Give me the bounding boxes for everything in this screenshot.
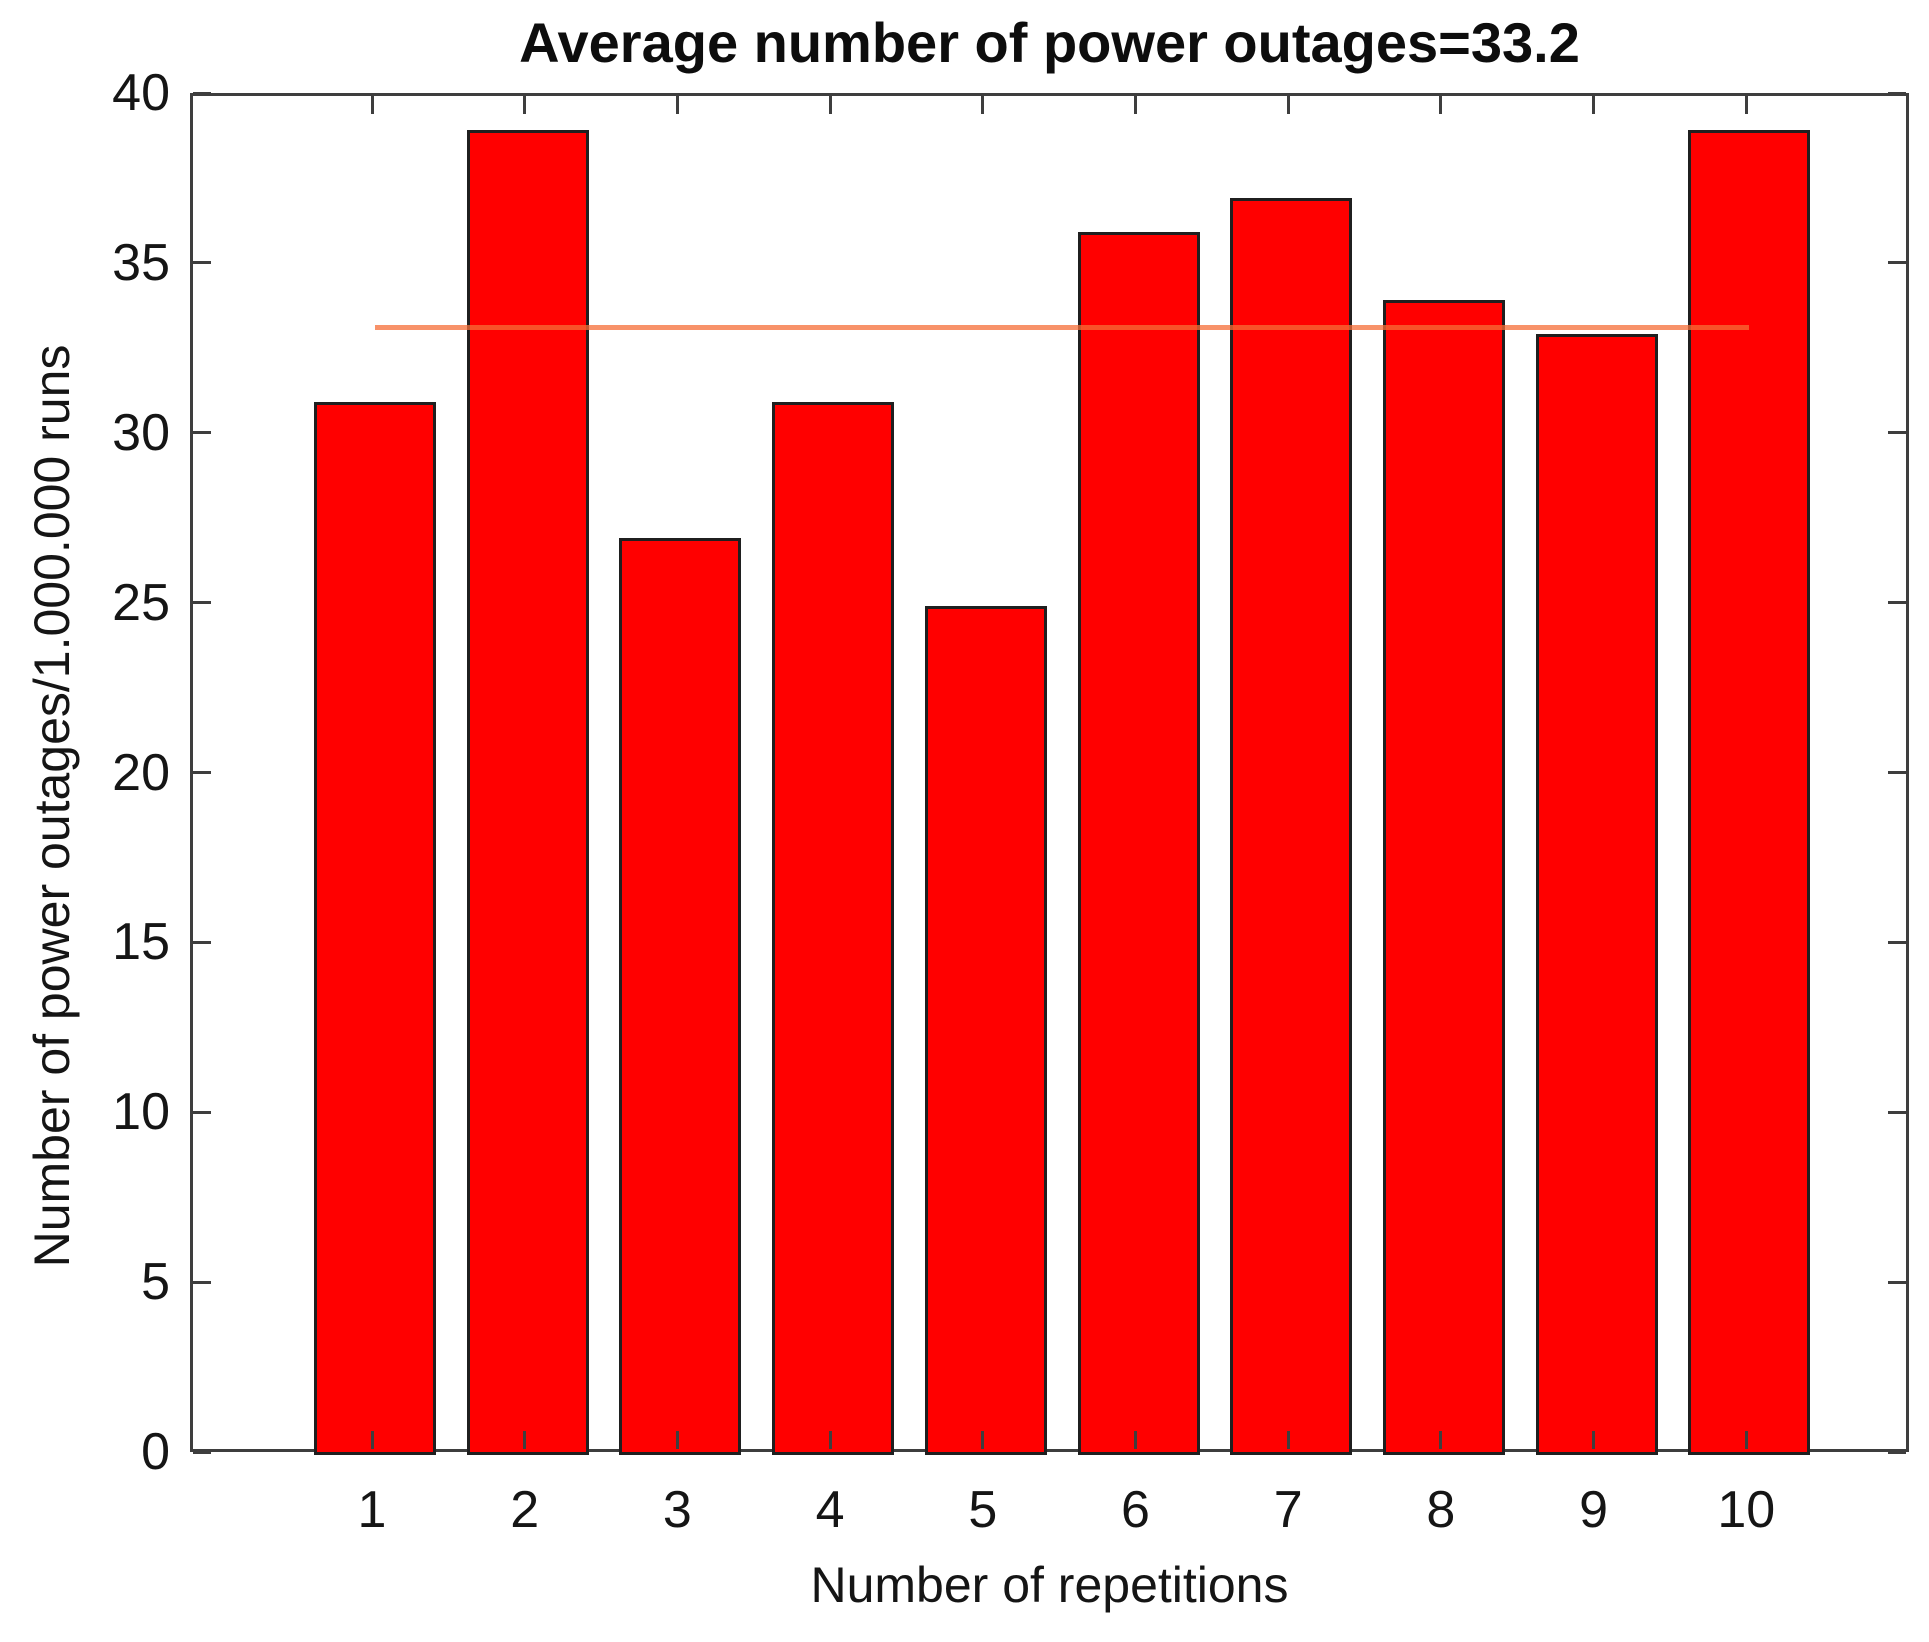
y-tick-left [193, 431, 211, 435]
y-tick-label-15: 15 [112, 913, 170, 972]
x-tick-label-5: 5 [968, 1481, 998, 1539]
bar-repetition-5 [924, 605, 1047, 1455]
y-tick-right [1888, 91, 1906, 95]
bar-repetition-3 [619, 537, 742, 1455]
y-tick-label-20: 20 [112, 743, 170, 802]
x-tick-label-10: 10 [1717, 1481, 1776, 1539]
x-tick-bottom [981, 1431, 985, 1449]
chart-title: Average number of power outages=33.2 [519, 11, 1580, 74]
bar-repetition-2 [466, 129, 589, 1455]
bar-repetition-10 [1688, 129, 1811, 1455]
bar-repetition-6 [1077, 231, 1200, 1455]
x-tick-top [1744, 96, 1748, 114]
y-tick-right [1888, 261, 1906, 265]
x-tick-bottom [523, 1431, 527, 1449]
x-tick-bottom [1744, 1431, 1748, 1449]
y-tick-label-30: 30 [112, 403, 170, 462]
y-tick-left [193, 261, 211, 265]
x-tick-top [523, 96, 527, 114]
y-tick-left [193, 601, 211, 605]
bar-repetition-4 [772, 401, 895, 1455]
y-tick-label-0: 0 [141, 1423, 170, 1481]
x-tick-top [1286, 96, 1290, 114]
x-tick-label-3: 3 [662, 1481, 692, 1539]
y-tick-right [1888, 940, 1906, 944]
y-tick-right [1888, 771, 1906, 774]
bar-repetition-1 [314, 401, 436, 1455]
x-tick-bottom [675, 1431, 679, 1449]
x-tick-bottom [370, 1431, 374, 1449]
x-tick-label-9: 9 [1579, 1481, 1609, 1539]
y-tick-left [193, 1110, 211, 1114]
x-tick-label-7: 7 [1273, 1481, 1303, 1539]
x-tick-top [675, 96, 679, 114]
y-tick-right [1888, 601, 1906, 605]
bar-repetition-8 [1382, 299, 1505, 1455]
x-tick-label-2: 2 [510, 1481, 540, 1539]
y-tick-left [193, 91, 211, 95]
y-tick-label-40: 40 [112, 64, 170, 122]
y-tick-label-10: 10 [112, 1083, 170, 1142]
y-tick-label-35: 35 [112, 233, 170, 292]
x-tick-bottom [1134, 1431, 1137, 1449]
x-tick-label-6: 6 [1121, 1481, 1150, 1539]
x-tick-top [828, 96, 832, 114]
y-tick-label-5: 5 [141, 1253, 170, 1312]
bar-repetition-9 [1535, 333, 1658, 1455]
y-tick-right [1888, 1450, 1906, 1454]
y-tick-left [193, 1280, 211, 1284]
y-tick-right [1888, 431, 1906, 435]
y-tick-right [1888, 1280, 1906, 1284]
average-line [375, 324, 1750, 330]
y-tick-left [193, 771, 211, 774]
y-tick-right [1888, 1110, 1906, 1114]
x-tick-bottom [1439, 1431, 1443, 1449]
x-axis-label: Number of repetitions [810, 1557, 1289, 1613]
x-tick-bottom [1286, 1431, 1290, 1449]
bar-repetition-7 [1230, 197, 1353, 1455]
x-tick-bottom [1592, 1431, 1596, 1449]
x-tick-bottom [828, 1431, 832, 1449]
x-tick-label-4: 4 [815, 1481, 845, 1539]
y-tick-left [193, 1450, 211, 1454]
x-tick-label-8: 8 [1426, 1481, 1456, 1539]
x-tick-top [1134, 96, 1137, 114]
y-tick-left [193, 940, 211, 944]
plot-area [190, 91, 1909, 1455]
x-tick-top [370, 96, 374, 114]
x-tick-top [1592, 96, 1596, 114]
x-tick-top [981, 96, 985, 114]
x-tick-label-1: 1 [357, 1481, 387, 1539]
y-tick-label-25: 25 [112, 573, 170, 632]
x-tick-top [1439, 96, 1443, 114]
